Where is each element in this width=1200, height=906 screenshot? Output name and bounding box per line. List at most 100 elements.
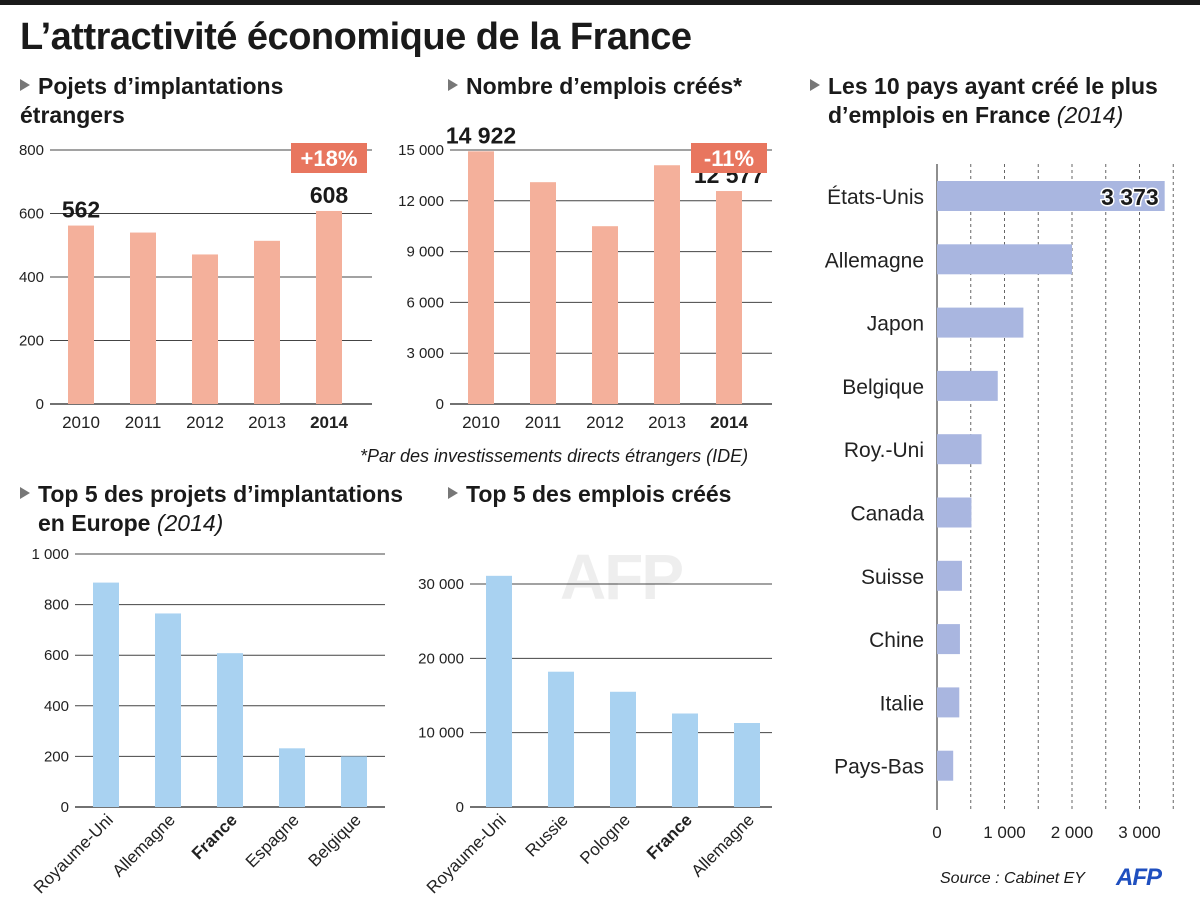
x-tick-label: 2010 bbox=[62, 413, 100, 432]
bar bbox=[937, 687, 960, 718]
page-title: L’attractivité économique de la France bbox=[20, 16, 692, 58]
data-label: 608 bbox=[310, 182, 349, 208]
bar bbox=[341, 756, 367, 807]
y-tick-label: 600 bbox=[19, 206, 44, 223]
data-label: 14 922 bbox=[446, 122, 516, 148]
bar bbox=[217, 653, 243, 807]
bar bbox=[734, 723, 760, 807]
x-tick-label: France bbox=[643, 810, 696, 863]
bar bbox=[937, 434, 982, 465]
bar bbox=[192, 254, 218, 404]
bar bbox=[316, 210, 342, 404]
bar bbox=[937, 244, 1072, 275]
data-label: 3 373 bbox=[1101, 184, 1159, 210]
section-title-line: en Europe bbox=[38, 510, 151, 536]
section-title-jobs: Nombre d’emplois créés* bbox=[448, 72, 742, 101]
x-tick-label: 2012 bbox=[586, 413, 624, 432]
y-tick-label: Italie bbox=[880, 692, 924, 715]
x-tick-label: 2013 bbox=[248, 413, 286, 432]
y-tick-label: 800 bbox=[44, 597, 69, 614]
y-tick-label: Chine bbox=[869, 629, 924, 652]
footnote: *Par des investissements directs étrange… bbox=[360, 446, 749, 466]
y-tick-label: 9 000 bbox=[406, 244, 444, 261]
x-tick-label: Belgique bbox=[305, 810, 365, 870]
section-title-line: d’emplois en France bbox=[828, 102, 1051, 128]
y-tick-label: 6 000 bbox=[406, 294, 444, 311]
section-title-europe-projects: Top 5 des projets d’implantations en Eur… bbox=[20, 480, 403, 538]
x-tick-label: 3 000 bbox=[1118, 823, 1161, 842]
y-tick-label: 0 bbox=[456, 799, 464, 816]
top-bar bbox=[0, 0, 1200, 5]
change-badge bbox=[291, 143, 367, 173]
section-title-line: Pojets d’implantations bbox=[38, 73, 284, 99]
x-tick-label: Allemagne bbox=[688, 810, 758, 880]
bar bbox=[716, 191, 742, 404]
y-tick-label: 20 000 bbox=[418, 650, 464, 667]
section-title-line: étrangers bbox=[20, 102, 125, 128]
x-tick-label: 2012 bbox=[186, 413, 224, 432]
x-tick-label: Allemagne bbox=[109, 810, 179, 880]
x-tick-label: Russie bbox=[522, 810, 572, 860]
bar bbox=[610, 691, 636, 807]
bar bbox=[937, 560, 962, 591]
y-tick-label: 12 000 bbox=[398, 193, 444, 210]
triangle-icon bbox=[810, 79, 820, 91]
x-tick-label: Royaume-Uni bbox=[423, 810, 510, 897]
y-tick-label: 400 bbox=[19, 269, 44, 286]
x-tick-label: Pologne bbox=[576, 810, 634, 868]
watermark: AFP bbox=[560, 541, 684, 613]
y-tick-label: 0 bbox=[436, 396, 444, 413]
x-tick-label: 1 000 bbox=[983, 823, 1026, 842]
y-tick-label: 200 bbox=[19, 333, 44, 350]
triangle-icon bbox=[20, 487, 30, 499]
bar bbox=[937, 624, 960, 655]
y-tick-label: 30 000 bbox=[418, 576, 464, 593]
bar bbox=[68, 225, 94, 404]
bar bbox=[93, 582, 119, 807]
bar bbox=[937, 307, 1024, 338]
section-title-top10: Les 10 pays ayant créé le plus d’emplois… bbox=[810, 72, 1158, 130]
x-tick-label: 0 bbox=[932, 823, 941, 842]
bar bbox=[937, 181, 1165, 211]
bar bbox=[486, 575, 512, 807]
section-title-line: Nombre d’emplois créés* bbox=[466, 73, 743, 99]
triangle-icon bbox=[20, 79, 30, 91]
section-title-projects: Pojets d’implantations étrangers bbox=[20, 72, 283, 130]
section-title-line: Top 5 des projets d’implantations bbox=[38, 481, 404, 507]
y-tick-label: Suisse bbox=[861, 566, 924, 589]
y-tick-label: 0 bbox=[36, 396, 44, 413]
bar bbox=[468, 151, 494, 404]
bar bbox=[530, 182, 556, 404]
x-tick-label: 2014 bbox=[310, 413, 348, 432]
y-tick-label: 10 000 bbox=[418, 725, 464, 742]
section-title-year: (2014) bbox=[156, 510, 224, 536]
bar bbox=[254, 240, 280, 404]
bar bbox=[937, 750, 954, 781]
y-tick-label: Japon bbox=[867, 313, 924, 336]
section-title-line: Les 10 pays ayant créé le plus bbox=[828, 73, 1158, 99]
y-tick-label: 15 000 bbox=[398, 142, 444, 159]
x-tick-label: Espagne bbox=[242, 810, 303, 871]
y-tick-label: 400 bbox=[44, 698, 69, 715]
section-title-line: Top 5 des emplois créés bbox=[466, 481, 732, 507]
y-tick-label: Canada bbox=[850, 503, 924, 526]
y-tick-label: 3 000 bbox=[406, 345, 444, 362]
x-tick-label: 2010 bbox=[462, 413, 500, 432]
change-badge bbox=[691, 143, 767, 173]
bar bbox=[279, 748, 305, 807]
triangle-icon bbox=[448, 79, 458, 91]
y-tick-label: Belgique bbox=[842, 376, 924, 399]
y-tick-label: États-Unis bbox=[827, 186, 924, 209]
x-tick-label: Royaume-Uni bbox=[30, 810, 117, 897]
x-tick-label: 2 000 bbox=[1051, 823, 1094, 842]
y-tick-label: 1 000 bbox=[31, 546, 69, 563]
bar bbox=[937, 370, 998, 401]
y-tick-label: Allemagne bbox=[825, 249, 924, 272]
bar bbox=[130, 232, 156, 404]
bar bbox=[937, 497, 972, 528]
section-title-europe-jobs: Top 5 des emplois créés bbox=[448, 480, 731, 509]
x-tick-label: 2011 bbox=[525, 413, 562, 432]
y-tick-label: 0 bbox=[61, 799, 69, 816]
bar bbox=[592, 226, 618, 404]
